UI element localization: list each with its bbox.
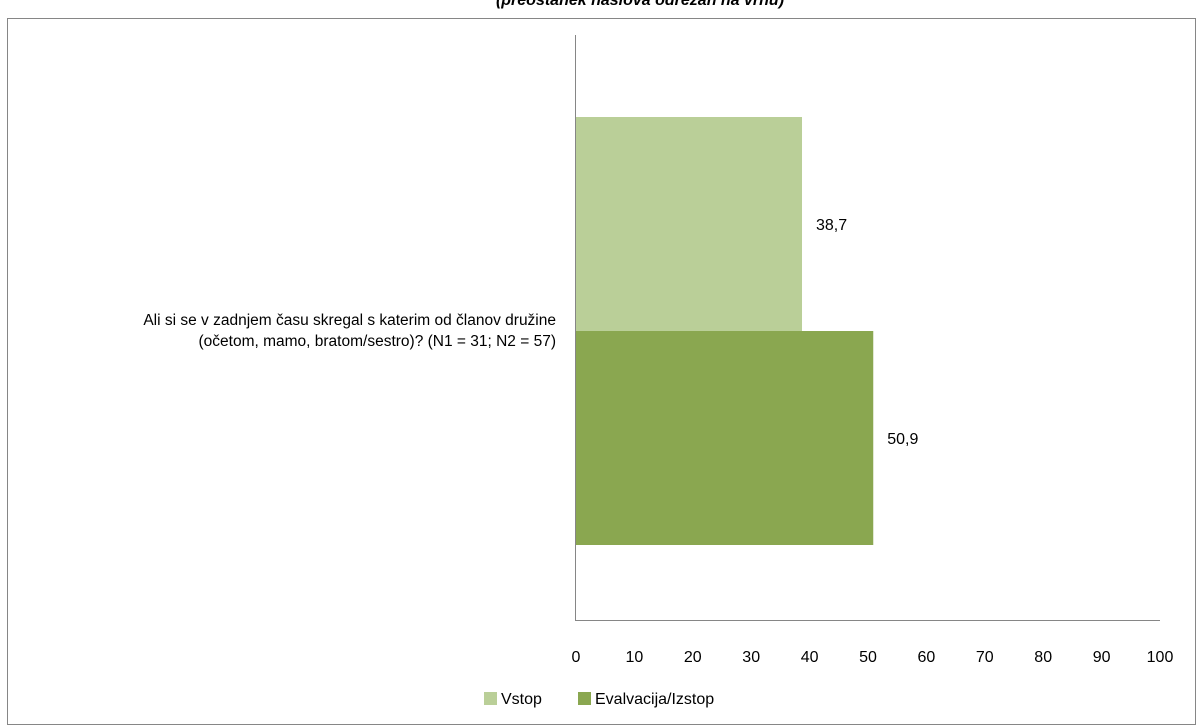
x-tick-label: 100	[1147, 649, 1174, 666]
x-tick-label: 30	[742, 649, 760, 666]
legend-swatch	[484, 692, 497, 705]
legend: Vstop Evalvacija/Izstop	[484, 691, 714, 708]
category-label-group: Ali si se v zadnjem času skregal s kater…	[143, 312, 556, 350]
data-label: 38,7	[816, 217, 847, 234]
x-tick-label: 0	[572, 649, 581, 666]
legend-swatch	[578, 692, 591, 705]
legend-label: Vstop	[501, 691, 542, 708]
x-tick-label: 80	[1034, 649, 1052, 666]
data-labels-group: 38,7 50,9	[816, 217, 918, 448]
x-tick-label: 50	[859, 649, 877, 666]
bars-group	[576, 117, 874, 545]
x-tick-label: 90	[1093, 649, 1111, 666]
x-tick-label: 10	[626, 649, 644, 666]
category-label-line: Ali si se v zadnjem času skregal s kater…	[143, 312, 556, 329]
x-tick-label: 40	[801, 649, 819, 666]
bar-evalvacija-izstop	[576, 331, 874, 545]
legend-label: Evalvacija/Izstop	[595, 691, 714, 708]
bar-vstop	[576, 117, 803, 331]
data-label: 50,9	[887, 431, 918, 448]
x-tick-label: 60	[918, 649, 936, 666]
category-label-line: (očetom, mamo, bratom/sestro)? (N1 = 31;…	[199, 333, 557, 350]
x-tick-label: 70	[976, 649, 994, 666]
x-tick-label: 20	[684, 649, 702, 666]
chart-title: (preostanek naslova odrezan na vrhu)	[496, 0, 784, 9]
x-tick-labels: 0 10 20 30 40 50 60 70 80 90 100	[572, 649, 1174, 666]
